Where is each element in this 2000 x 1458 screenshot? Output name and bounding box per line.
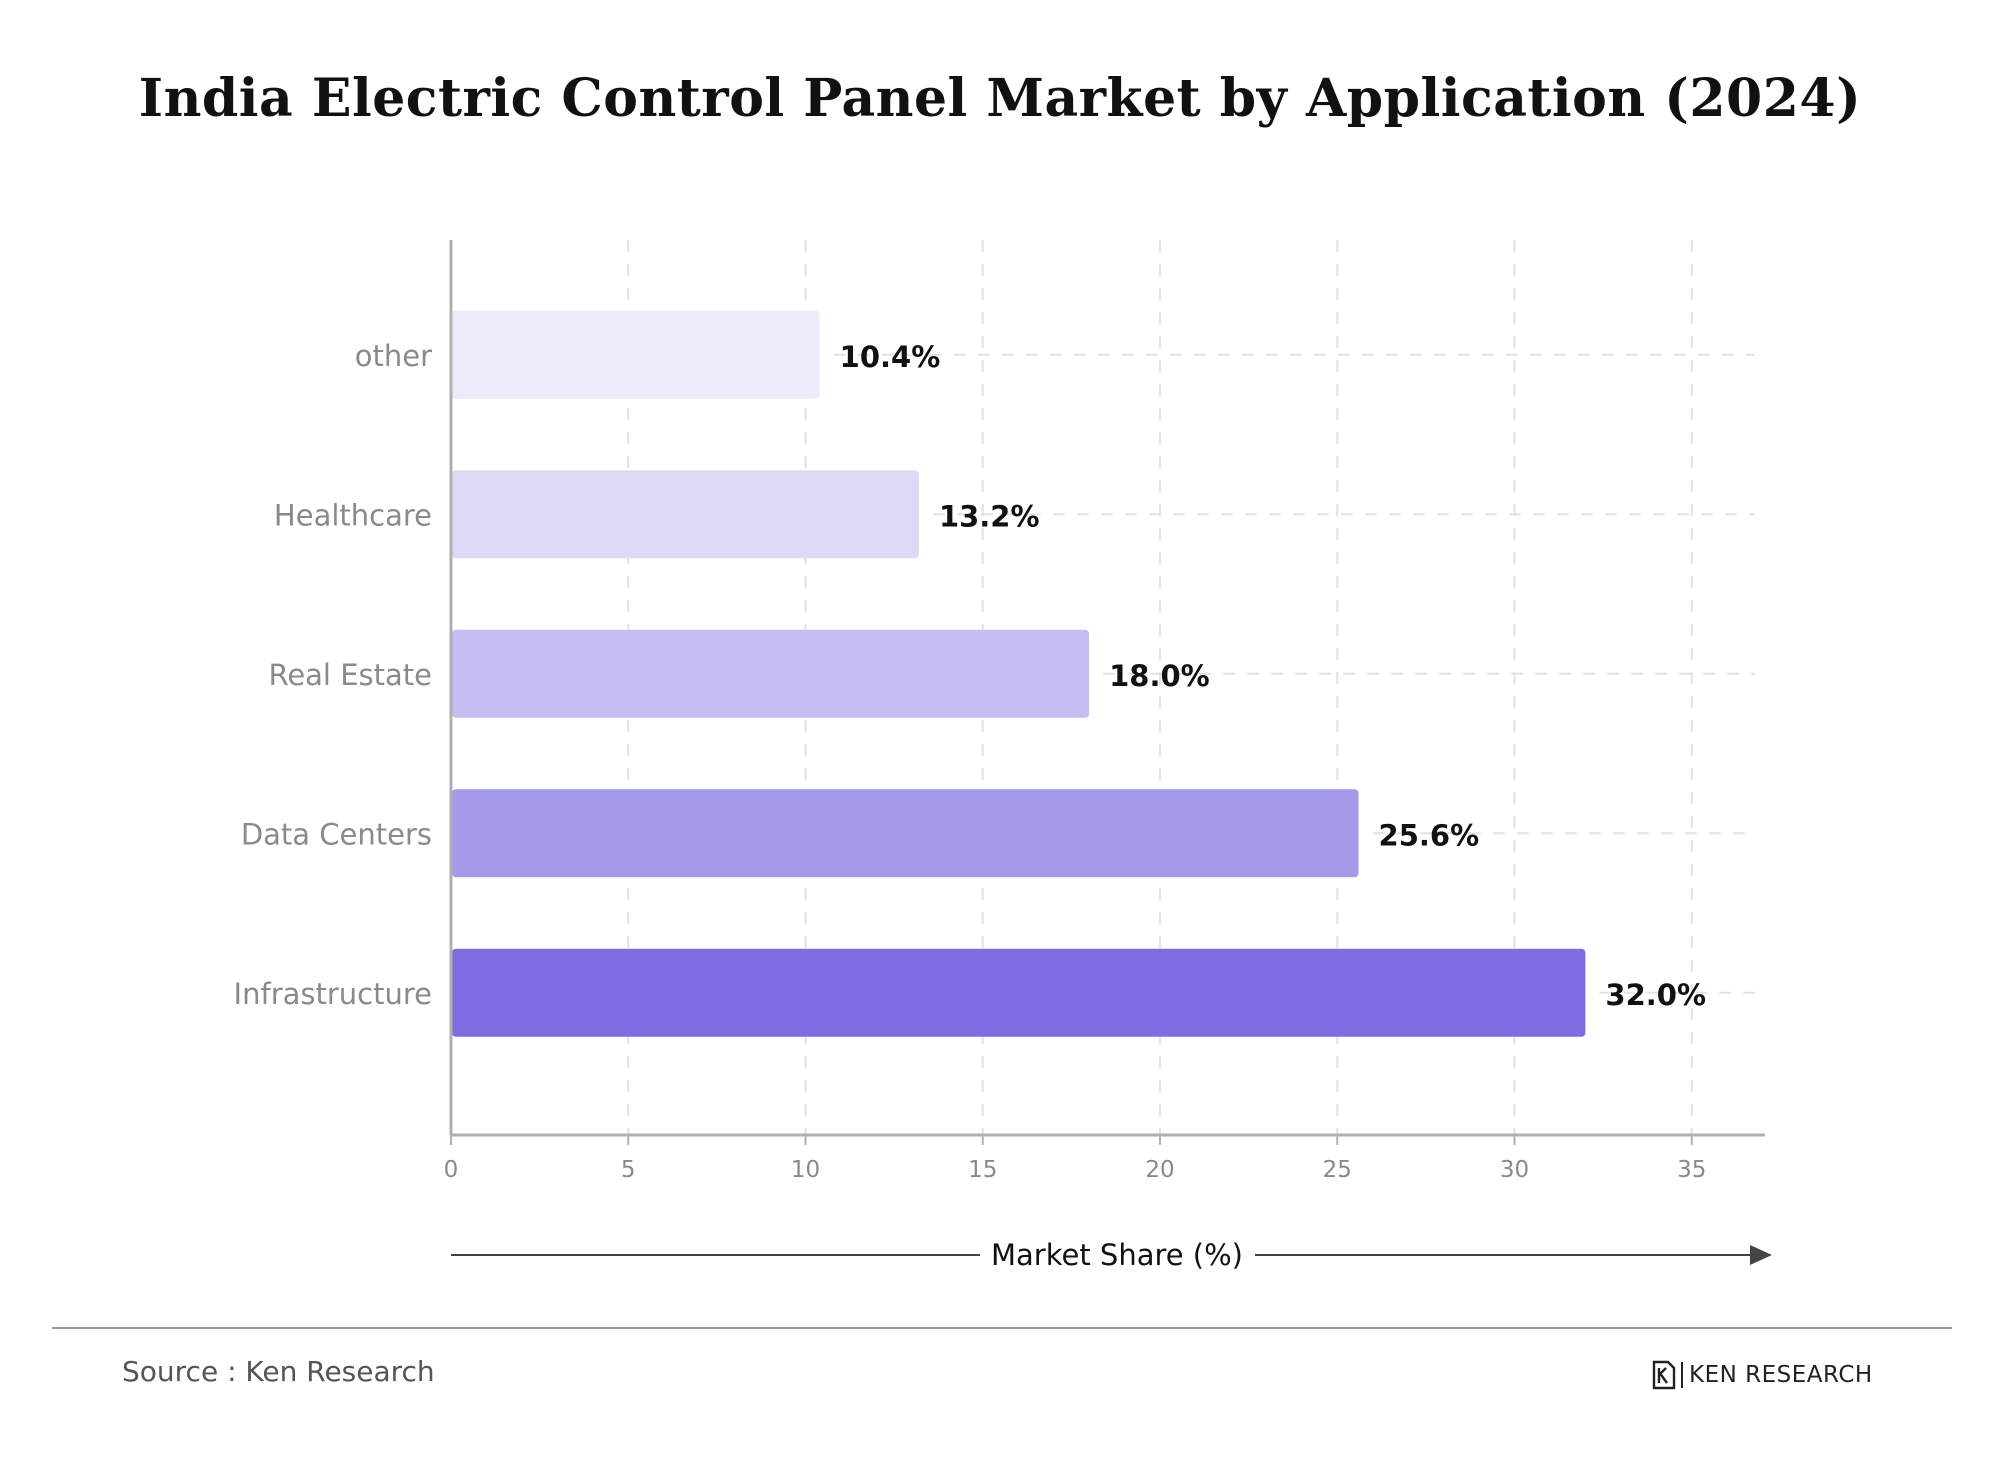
brand-mark: KEN RESEARCH — [1651, 1358, 1873, 1392]
category-label: Infrastructure — [234, 977, 432, 1011]
x-tick-label: 15 — [968, 1157, 997, 1183]
arrow-right-icon — [1750, 1245, 1772, 1265]
labels: other 10.4% Healthcare 13.2% Real Estate 18.0… — [234, 339, 1706, 1012]
footer-divider — [52, 1327, 1952, 1329]
bars — [452, 310, 1586, 1037]
axes: 0 5 10 15 20 25 30 35 Market Share (%) — [444, 240, 1772, 1272]
x-tick-label: 35 — [1677, 1157, 1706, 1183]
source-note: Source : Ken Research — [122, 1355, 435, 1388]
bar — [452, 629, 1090, 718]
category-label: other — [355, 339, 432, 373]
bar — [452, 948, 1586, 1037]
x-tick-label: 25 — [1323, 1157, 1352, 1183]
x-tick-label: 10 — [791, 1157, 820, 1183]
bar — [452, 789, 1359, 878]
category-label: Healthcare — [274, 498, 432, 532]
x-tick-label: 5 — [621, 1157, 636, 1183]
brand-separator — [1681, 1362, 1683, 1388]
page-title: India Electric Control Panel Market by A… — [138, 68, 1862, 129]
category-label: Real Estate — [268, 658, 432, 692]
data-label: 25.6% — [1379, 818, 1480, 852]
data-label: 32.0% — [1605, 978, 1706, 1012]
data-label: 13.2% — [939, 499, 1040, 533]
category-label: Data Centers — [241, 817, 432, 851]
bar — [452, 310, 820, 399]
bar-chart: other 10.4% Healthcare 13.2% Real Estate 18.0… — [234, 240, 1772, 1272]
x-axis-title: Market Share (%) — [991, 1238, 1243, 1272]
bar — [452, 470, 919, 559]
data-label: 18.0% — [1109, 659, 1210, 693]
x-tick-label: 0 — [444, 1157, 459, 1183]
x-tick-label: 20 — [1145, 1157, 1174, 1183]
ken-research-logo-icon — [1652, 1360, 1676, 1390]
x-tick-label: 30 — [1500, 1157, 1529, 1183]
data-label: 10.4% — [840, 340, 941, 374]
brand-name: KEN RESEARCH — [1689, 1362, 1873, 1388]
